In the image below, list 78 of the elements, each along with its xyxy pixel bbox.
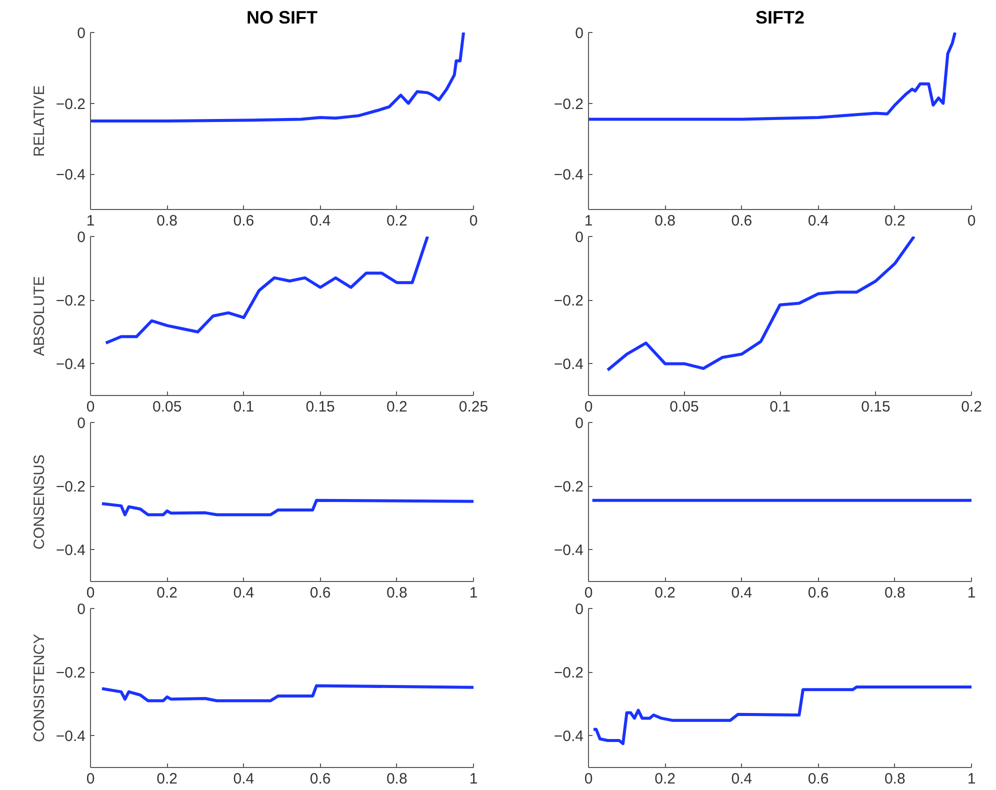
y-tick-label: −0.4: [56, 356, 86, 374]
x-tick-label: 0.4: [808, 212, 829, 230]
line-series: [588, 32, 957, 121]
x-tick-label: 0.2: [961, 398, 982, 416]
y-tick-label: −0.2: [56, 664, 86, 682]
y-tick-label: −0.2: [56, 292, 86, 310]
y-tick-label: −0.4: [554, 356, 584, 374]
x-tick-label: 0.6: [808, 770, 829, 788]
x-tick-label: 0.2: [654, 584, 676, 602]
x-tick-label: 0.6: [310, 584, 331, 602]
x-tick-label: 1: [584, 212, 593, 230]
chart-title: NO SIFT: [246, 8, 318, 28]
y-tick-label: 0: [77, 415, 86, 432]
y-tick-label: 0: [77, 229, 86, 246]
x-tick-label: 0.4: [233, 584, 254, 602]
x-tick-label: 0.8: [884, 584, 906, 602]
y-axis-title: CONSENSUS: [30, 454, 48, 550]
y-tick-label: −0.2: [56, 478, 86, 496]
x-tick-label: 0.2: [884, 212, 906, 230]
x-tick-label: 0.6: [731, 212, 752, 230]
x-tick-label: 0.4: [731, 770, 752, 788]
y-tick-label: −0.4: [554, 542, 584, 560]
x-tick-label: 0.2: [386, 398, 408, 416]
y-tick-label: 0: [575, 25, 584, 42]
line-series: [90, 32, 466, 122]
x-tick-label: 1: [469, 770, 478, 788]
y-tick-label: −0.4: [56, 166, 86, 184]
line-series: [592, 686, 972, 746]
y-tick-label: −0.2: [554, 292, 584, 310]
y-tick-label: 0: [575, 601, 584, 618]
x-tick-label: 0.6: [233, 212, 254, 230]
line-series: [100, 498, 474, 516]
x-tick-label: 0.05: [152, 398, 182, 416]
y-tick-label: 0: [77, 601, 86, 618]
x-tick-label: 0.8: [386, 584, 408, 602]
y-tick-label: −0.2: [56, 96, 86, 113]
x-tick-label: 0.1: [770, 398, 790, 416]
x-tick-label: 0.8: [386, 770, 408, 788]
y-axis-title: ABSOLUTE: [30, 276, 48, 356]
x-tick-label: 0: [469, 212, 478, 230]
y-tick-label: 0: [575, 229, 584, 246]
y-tick-label: −0.4: [56, 542, 86, 560]
x-tick-label: 0.15: [861, 398, 890, 416]
x-tick-label: 0.4: [310, 212, 331, 230]
x-tick-label: 0.05: [670, 398, 699, 416]
y-tick-label: −0.4: [554, 166, 584, 184]
x-tick-label: 1: [469, 584, 478, 602]
x-tick-label: 0.8: [156, 212, 178, 230]
x-tick-label: 0.6: [310, 770, 331, 788]
x-tick-label: 1: [967, 770, 976, 788]
y-tick-label: 0: [575, 415, 584, 432]
y-tick-label: −0.2: [554, 664, 584, 682]
x-tick-label: 0.1: [233, 398, 254, 416]
x-tick-label: 0.2: [156, 584, 178, 602]
y-tick-label: −0.4: [56, 728, 86, 746]
y-axis-title: CONSISTENCY: [30, 634, 48, 742]
line-series: [104, 236, 430, 345]
y-tick-label: −0.2: [554, 478, 584, 496]
x-tick-label: 1: [967, 584, 976, 602]
x-tick-label: 0.2: [654, 770, 676, 788]
line-series: [100, 684, 474, 702]
x-tick-label: 0.2: [156, 770, 178, 788]
y-axis-title: RELATIVE: [30, 85, 48, 157]
x-tick-label: 0: [967, 212, 976, 230]
x-tick-label: 0.4: [233, 770, 254, 788]
y-tick-label: 0: [77, 25, 86, 42]
y-tick-label: −0.2: [554, 96, 584, 113]
x-tick-label: 0.8: [884, 770, 906, 788]
x-tick-label: 0.25: [458, 398, 488, 416]
x-tick-label: 0.15: [306, 398, 335, 416]
line-series: [606, 236, 916, 372]
x-tick-label: 0.8: [654, 212, 676, 230]
chart-title: SIFT2: [755, 8, 805, 28]
x-tick-label: 0.2: [386, 212, 408, 230]
x-tick-label: 0.4: [731, 584, 752, 602]
x-tick-label: 0.6: [808, 584, 829, 602]
x-tick-label: 1: [86, 212, 95, 230]
y-tick-label: −0.4: [554, 728, 584, 746]
